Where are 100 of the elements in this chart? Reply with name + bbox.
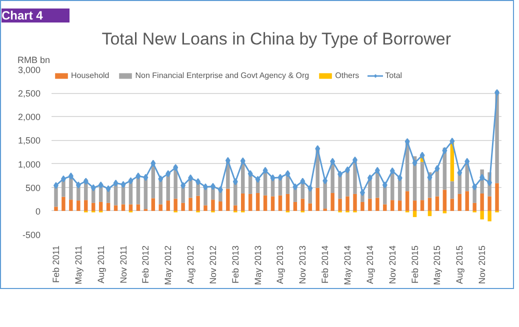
x-tick-label: Aug 2015 <box>454 245 465 284</box>
point <box>173 164 178 172</box>
bar <box>450 181 454 199</box>
bar <box>428 210 432 216</box>
x-tick-label: Feb 2014 <box>320 246 330 284</box>
point <box>218 186 223 194</box>
x-tick-label: Feb 2015 <box>410 246 420 284</box>
bar <box>196 196 200 211</box>
bar <box>166 200 170 211</box>
bar <box>300 198 305 211</box>
bar <box>158 204 163 211</box>
point <box>300 178 306 185</box>
point <box>225 156 230 164</box>
bar <box>218 202 222 211</box>
bar <box>338 198 342 211</box>
x-tick-label: Feb 2013 <box>230 246 240 284</box>
point <box>285 170 290 178</box>
point <box>83 178 88 185</box>
bar <box>308 203 312 211</box>
bar <box>151 198 156 211</box>
point <box>60 175 66 182</box>
legend-label: Others <box>335 71 360 80</box>
bar <box>316 188 320 211</box>
point <box>180 182 186 189</box>
bar <box>270 196 275 211</box>
bar <box>495 183 499 211</box>
bar <box>330 193 334 211</box>
x-tick-label: Nov 2011 <box>118 246 128 284</box>
point <box>68 172 74 180</box>
point <box>188 174 194 182</box>
y-axis-title: RMB bn <box>18 55 50 65</box>
chart-title: Total New Loans in China by Type of Borrower <box>102 30 452 48</box>
bar <box>360 202 364 211</box>
bar <box>398 200 402 211</box>
point <box>53 182 58 189</box>
y-tick-label: -500 <box>22 230 40 240</box>
point <box>360 189 365 196</box>
bar <box>346 196 350 211</box>
x-tick-label: Nov 2015 <box>477 245 488 284</box>
y-tick-label: 2,000 <box>18 112 41 122</box>
point <box>412 159 418 166</box>
point <box>442 147 448 154</box>
point <box>210 182 216 190</box>
point <box>113 180 118 187</box>
point <box>404 138 410 146</box>
x-tick-label: Aug 2012 <box>186 245 196 284</box>
bar <box>211 200 215 211</box>
point <box>232 178 238 186</box>
point <box>248 170 253 178</box>
point <box>143 174 148 181</box>
bar <box>84 200 88 211</box>
point <box>390 167 395 174</box>
point <box>158 175 164 182</box>
point <box>262 166 268 174</box>
bar <box>188 198 192 211</box>
y-tick-label: 0 <box>35 206 41 216</box>
x-tick-label: Aug 2013 <box>275 245 286 284</box>
caption: Chart 4 <box>2 8 44 22</box>
bar <box>442 210 447 214</box>
point <box>472 183 478 190</box>
bar <box>114 205 118 211</box>
point <box>150 160 156 167</box>
point <box>427 174 432 181</box>
point <box>98 182 104 188</box>
y-tick-label: 1,500 <box>18 136 41 146</box>
point <box>382 182 388 188</box>
bar <box>323 180 327 209</box>
point <box>240 157 246 164</box>
point <box>322 177 328 184</box>
y-tick-label: 1,000 <box>18 159 41 170</box>
point <box>450 138 455 145</box>
point <box>106 185 111 192</box>
bar <box>383 204 387 211</box>
bar <box>488 210 492 222</box>
y-tick-label: 500 <box>25 182 41 193</box>
x-tick-label: Feb 2011 <box>50 245 61 283</box>
point <box>255 176 260 183</box>
y-tick-label: 3,000 <box>18 65 41 75</box>
point <box>270 174 276 182</box>
x-tick-label: May 2015 <box>432 245 442 286</box>
bar <box>248 194 252 211</box>
point <box>338 170 343 178</box>
bar <box>76 200 80 211</box>
bar <box>240 193 245 211</box>
bar <box>62 196 66 211</box>
bar <box>263 195 268 211</box>
point <box>494 89 500 96</box>
bar <box>226 188 230 211</box>
bar <box>121 204 126 211</box>
x-tick-label: Nov 2013 <box>298 245 308 284</box>
point <box>480 174 485 181</box>
point <box>292 183 298 190</box>
bar <box>293 202 298 211</box>
point <box>128 177 134 184</box>
bar <box>353 194 357 211</box>
bar <box>204 205 208 211</box>
bar <box>412 210 417 218</box>
point <box>367 174 372 182</box>
bar <box>420 200 424 211</box>
point <box>397 174 402 182</box>
